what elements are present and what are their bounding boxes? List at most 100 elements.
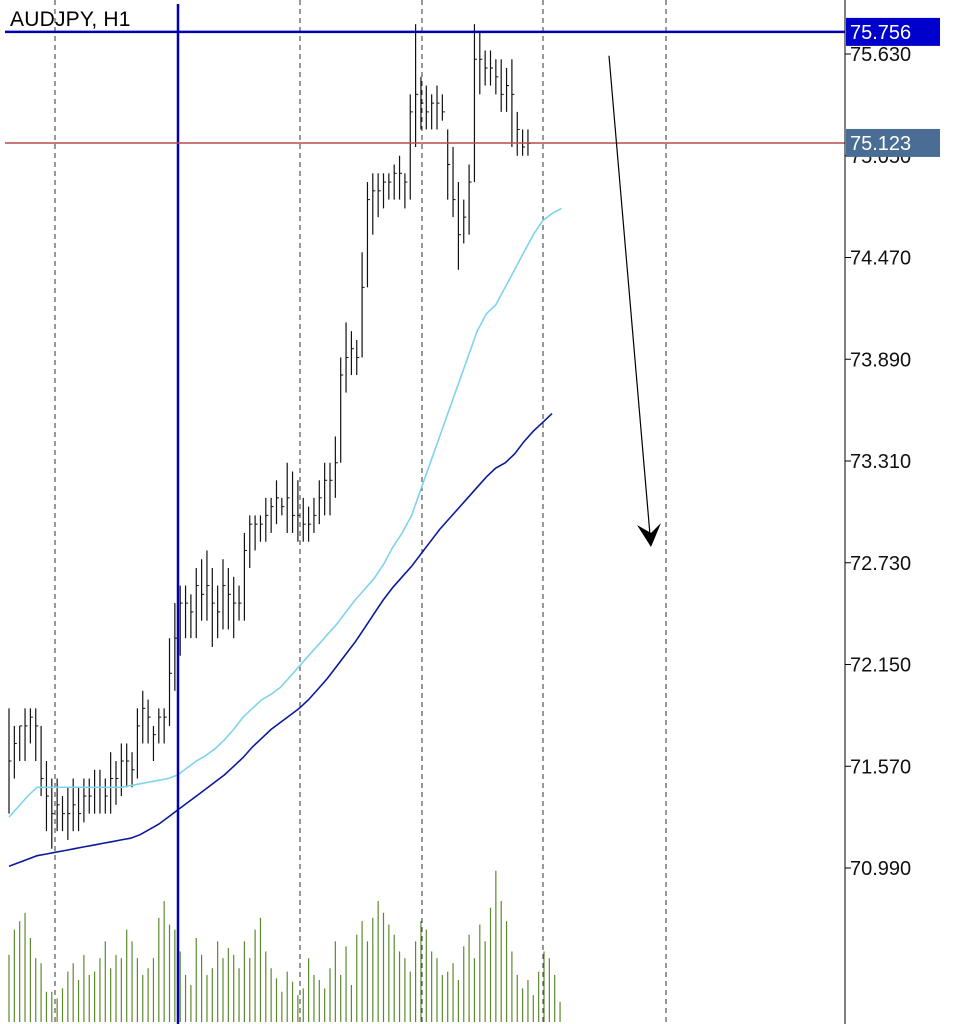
price-bar: [382, 173, 386, 209]
price-bar: [361, 252, 365, 358]
price-bar: [457, 182, 461, 270]
price-bar: [297, 480, 301, 542]
price-bar: [35, 708, 39, 761]
price-bar: [393, 164, 397, 200]
price-bar: [398, 155, 403, 200]
y-tick-label: 72.730: [850, 553, 911, 575]
price-bar: [366, 182, 370, 288]
y-tick-label: 73.890: [850, 349, 911, 371]
price-bar: [484, 50, 488, 86]
price-bar: [409, 94, 413, 200]
price-bar: [61, 796, 65, 832]
price-bar: [115, 760, 119, 805]
price-bar: [302, 497, 306, 542]
price-bar: [447, 129, 451, 200]
price-bar: [420, 76, 424, 130]
chart-title: AUDJPY, H1: [10, 8, 131, 31]
y-tick-label: 75.630: [850, 44, 911, 66]
price-bar: [275, 480, 279, 525]
price-bar: [201, 559, 205, 621]
price-bar: [233, 576, 237, 639]
price-bar: [516, 111, 520, 156]
y-tick-label: 73.310: [850, 451, 911, 473]
price-bar: [313, 497, 317, 533]
price-bar: [158, 708, 162, 744]
price-flags: 75.756 75.123: [846, 17, 940, 157]
price-bar: [40, 725, 44, 797]
price-bar: [372, 173, 376, 235]
price-bar: [110, 752, 114, 814]
price-bar: [77, 787, 82, 832]
price-bar: [308, 506, 312, 542]
price-bar: [286, 462, 290, 533]
price-bar: [168, 638, 172, 726]
arrow-head: [637, 522, 661, 547]
price-bar: [227, 568, 231, 630]
y-tick-label: 74.470: [850, 248, 911, 270]
price-bar: [222, 559, 226, 630]
price-bar: [270, 497, 274, 533]
moving-average-fast: [8, 207, 562, 818]
price-bar: [254, 515, 258, 551]
high-price-flag: 75.756: [846, 17, 940, 46]
price-bar: [281, 497, 285, 516]
price-bar: [104, 778, 108, 814]
price-bar: [505, 68, 510, 112]
price-bar: [265, 497, 269, 542]
price-bar: [147, 699, 151, 744]
price-bar: [356, 339, 360, 376]
price-bar: [126, 743, 130, 788]
price-bar: [67, 787, 71, 840]
price-bar: [88, 778, 92, 814]
price-bar: [131, 752, 135, 788]
price-bar: [415, 24, 419, 147]
price-bar: [243, 532, 247, 621]
price-bar: [463, 199, 467, 244]
price-bar: [425, 85, 429, 130]
price-bar: [441, 94, 445, 121]
price-bar: [206, 550, 210, 621]
price-bar: [334, 436, 338, 498]
svg-text:75.756: 75.756: [850, 22, 911, 44]
price-bar: [511, 59, 515, 147]
price-bar: [211, 568, 215, 647]
price-bar: [238, 585, 242, 621]
price-bar: [51, 778, 55, 849]
price-bar: [190, 594, 194, 639]
price-bar: [29, 708, 33, 744]
price-bar: [217, 585, 221, 639]
projection-arrow[interactable]: [608, 55, 661, 547]
y-tick-label: 72.150: [850, 655, 911, 677]
moving-average-slow: [8, 413, 553, 867]
price-bar: [324, 462, 328, 516]
price-bar: [473, 24, 477, 183]
price-bar: [468, 164, 472, 235]
price-bar: [318, 480, 322, 525]
price-bar: [259, 515, 263, 542]
price-bar: [431, 94, 435, 130]
price-bar: [184, 585, 189, 639]
price-bar: [340, 357, 344, 463]
price-bar: [195, 568, 199, 639]
price-bar: [8, 708, 12, 814]
price-bar: [329, 462, 333, 516]
price-bar: [45, 760, 49, 832]
price-bar: [13, 725, 17, 779]
price-bar: [345, 322, 349, 393]
svg-text:75.123: 75.123: [850, 133, 911, 155]
price-bar: [479, 32, 483, 95]
price-bar: [24, 708, 28, 761]
volume-histogram: [8, 870, 561, 1022]
price-bar: [436, 85, 440, 130]
price-bar: [350, 331, 354, 376]
price-bar: [142, 690, 146, 744]
price-bar: [83, 778, 87, 823]
current-price-flag: 75.123: [846, 128, 940, 157]
price-bar: [377, 173, 381, 218]
price-bar: [500, 59, 504, 112]
price-bar: [249, 515, 253, 569]
price-level-lines: [5, 30, 845, 144]
price-bar: [152, 725, 156, 761]
